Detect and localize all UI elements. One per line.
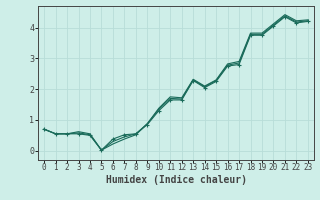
X-axis label: Humidex (Indice chaleur): Humidex (Indice chaleur) bbox=[106, 175, 246, 185]
